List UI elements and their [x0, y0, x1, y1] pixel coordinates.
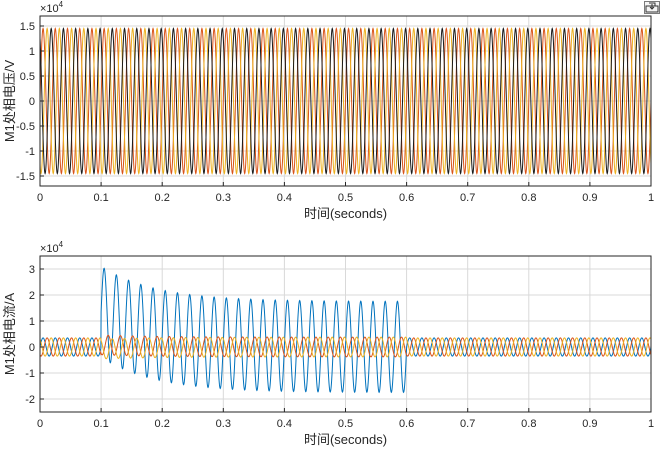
x-tick-label: 0.8: [521, 192, 536, 204]
x-tick-label: 0.2: [155, 418, 170, 430]
x-tick-label: 0.3: [216, 418, 231, 430]
x-tick-label: 0.6: [399, 192, 414, 204]
series-line-3: [40, 336, 651, 360]
export-plot-button[interactable]: [644, 1, 660, 14]
x-tick-label: 0.4: [277, 192, 292, 204]
y-tick-label: -0.5: [16, 121, 35, 133]
current-x-axis-label: 时间(seconds): [304, 432, 387, 447]
y-tick-label: 2: [29, 290, 35, 302]
x-tick-label: 0.1: [93, 192, 108, 204]
y-tick-label: 0.5: [20, 71, 35, 83]
y-tick-label: 1.5: [20, 21, 35, 33]
y-tick-label: 3: [29, 264, 35, 276]
current-plot-lines: [40, 267, 651, 394]
y-tick-label: 0: [29, 96, 35, 108]
voltage-axes[interactable]: 0 0.1 0.2 0.3 0.4 0.5 0.6 0.7 0.8 0.9 1 1.5 1 0.5 0 -0.…: [2, 0, 654, 221]
y-tick-label: 1: [29, 316, 35, 328]
series-line-1: [40, 27, 651, 175]
x-tick-label: 0.5: [338, 418, 353, 430]
series-line-2: [40, 27, 651, 175]
series-line-3: [40, 27, 651, 175]
x-tick-label: 0.7: [460, 418, 475, 430]
y-tick-label: -2: [25, 394, 35, 406]
current-axes[interactable]: 0 0.1 0.2 0.3 0.4 0.5 0.6 0.7 0.8 0.9 1 3 2 1 0 -1 -2 ×1…: [2, 240, 654, 447]
y-tick-label: 1: [29, 46, 35, 58]
x-tick-label: 0: [37, 418, 43, 430]
x-tick-label: 0.2: [155, 192, 170, 204]
x-tick-label: 1: [648, 418, 654, 430]
voltage-y-axis-label: M1处相电压/V: [2, 60, 17, 143]
x-tick-label: 0.8: [521, 418, 536, 430]
series-line-2: [40, 334, 651, 358]
current-y-axis-label: M1处相电流/A: [2, 293, 17, 376]
export-plot-icon: [645, 2, 659, 13]
x-tick-label: 0: [37, 192, 43, 204]
x-tick-label: 0.9: [582, 192, 597, 204]
x-tick-label: 1: [648, 192, 654, 204]
x-tick-label: 0.3: [216, 192, 231, 204]
y-tick-label: -1: [25, 368, 35, 380]
series-line-1: [40, 267, 651, 394]
current-exponent-label: ×104: [40, 240, 64, 255]
y-tick-label: -1: [25, 146, 35, 158]
x-tick-label: 0.1: [93, 418, 108, 430]
x-tick-label: 0.6: [399, 418, 414, 430]
y-tick-label: 0: [29, 342, 35, 354]
y-tick-label: -1.5: [16, 171, 35, 183]
x-tick-label: 0.7: [460, 192, 475, 204]
x-tick-label: 0.9: [582, 418, 597, 430]
current-ticks: 0 0.1 0.2 0.3 0.4 0.5 0.6 0.7 0.8 0.9 1 3 2 1 0 -1 -2: [25, 264, 654, 430]
voltage-x-axis-label: 时间(seconds): [304, 206, 387, 221]
voltage-exponent-label: ×104: [40, 0, 64, 15]
voltage-plot-lines: [40, 27, 651, 175]
voltage-ticks: 0 0.1 0.2 0.3 0.4 0.5 0.6 0.7 0.8 0.9 1 1.5 1 0.5 0 -0.…: [16, 21, 654, 204]
x-tick-label: 0.4: [277, 418, 292, 430]
x-tick-label: 0.5: [338, 192, 353, 204]
